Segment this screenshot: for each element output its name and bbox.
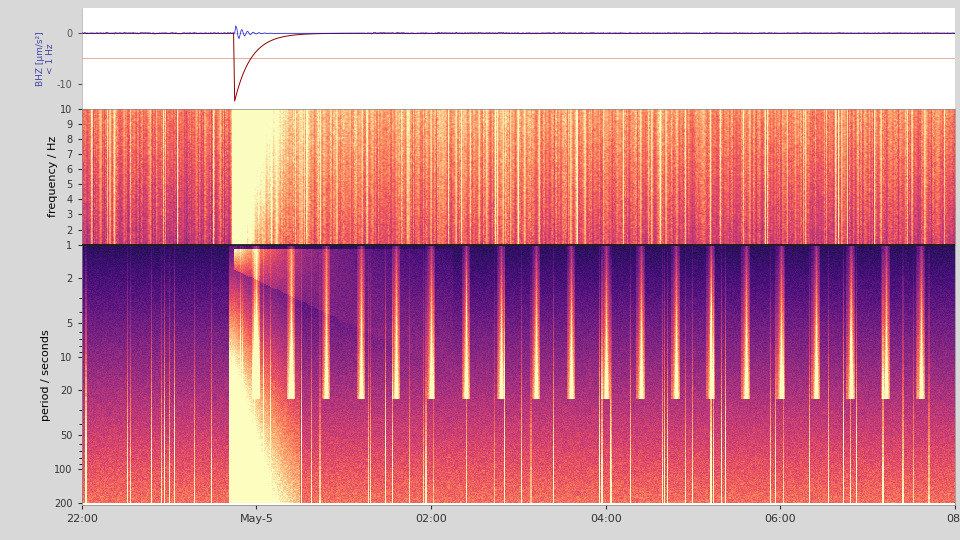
Y-axis label: BHZ [μm/s²]
< 1 Hz: BHZ [μm/s²] < 1 Hz [36,31,56,86]
Y-axis label: frequency / Hz: frequency / Hz [48,136,58,217]
Y-axis label: period / seconds: period / seconds [41,329,51,421]
